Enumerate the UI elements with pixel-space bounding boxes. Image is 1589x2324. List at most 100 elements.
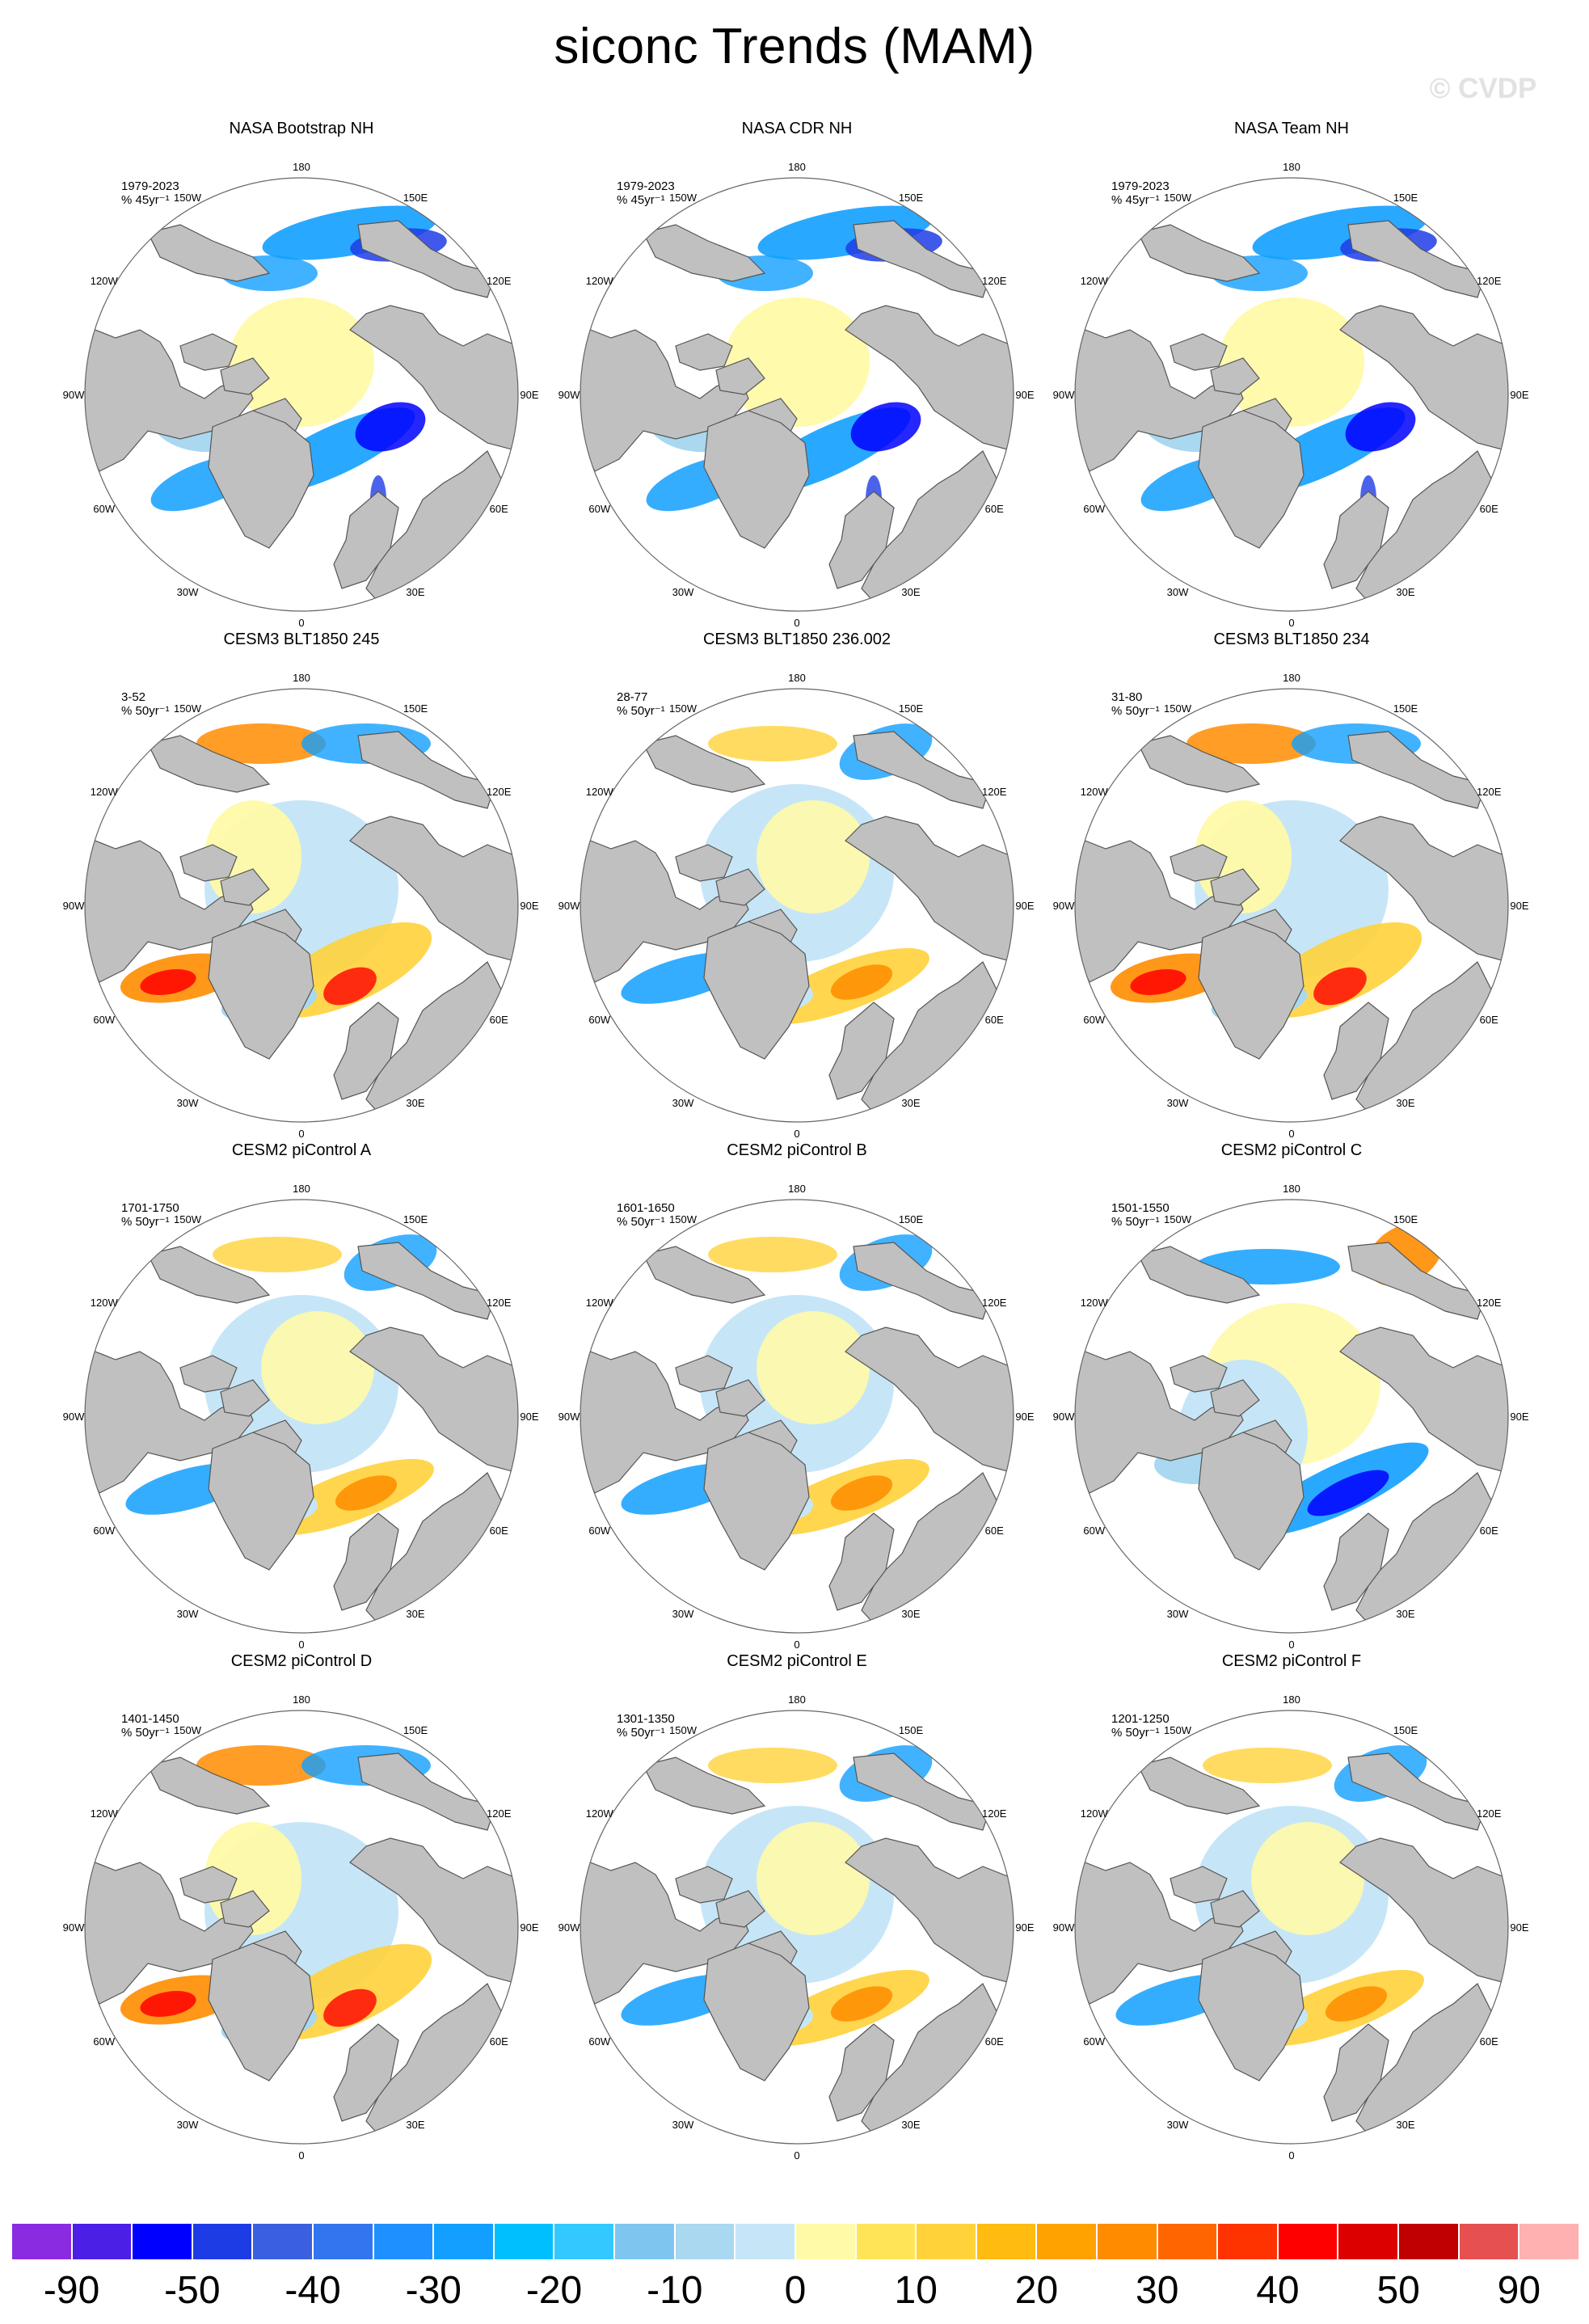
- longitude-label: 150E: [899, 1724, 924, 1736]
- colorbar-box: [1217, 2223, 1278, 2260]
- panel-title: CESM2 piControl F: [1221, 1652, 1362, 1670]
- land-mass: [1339, 1837, 1508, 1984]
- panel-period-units: 1701-1750% 50yr⁻¹: [121, 1201, 179, 1229]
- land-mass: [1210, 357, 1260, 395]
- longitude-label: 120E: [1477, 275, 1502, 287]
- longitude-label: 30W: [672, 1608, 694, 1620]
- land-mass: [675, 844, 733, 882]
- longitude-label: 30E: [406, 2119, 424, 2131]
- land-mass: [208, 410, 314, 549]
- longitude-label: 120E: [1477, 786, 1502, 798]
- panel-period-units: 31-80% 50yr⁻¹: [1111, 690, 1160, 718]
- longitude-label: 30E: [1396, 1608, 1414, 1620]
- longitude-label: 90W: [1053, 1411, 1075, 1423]
- trend-area: [1203, 1748, 1332, 1783]
- longitude-label: 180: [1283, 1693, 1300, 1706]
- land-mass: [853, 1752, 992, 1831]
- panel-period: 1301-1350: [617, 1712, 675, 1726]
- polar-map: 180 150E 120E 90E 60E 30E 0 30W 60W 90W 120W 150W: [558, 1693, 1035, 2162]
- colorbar-box: [11, 2223, 72, 2260]
- longitude-label: 60E: [1480, 1014, 1498, 1026]
- trend-area: [724, 297, 870, 427]
- longitude-label: 60W: [93, 1525, 115, 1537]
- land-mass: [853, 1242, 992, 1320]
- panel-units: % 50yr⁻¹: [121, 1215, 170, 1229]
- land-mass: [1339, 816, 1508, 963]
- panel-period-units: 1201-1250% 50yr⁻¹: [1111, 1712, 1170, 1740]
- colorbar-box: [976, 2223, 1037, 2260]
- longitude-label: 60E: [490, 1525, 508, 1537]
- longitude-label: 30W: [1167, 2119, 1189, 2131]
- map-boundary: [1074, 688, 1509, 1123]
- panel-units: % 45yr⁻¹: [1111, 193, 1160, 207]
- longitude-label: 30E: [406, 586, 424, 598]
- panel-title: CESM2 piControl B: [727, 1141, 867, 1159]
- longitude-label: 0: [794, 2149, 799, 2162]
- longitude-label: 150W: [174, 1213, 202, 1225]
- panel-period: 1979-2023: [617, 179, 675, 193]
- longitude-label: 30W: [177, 1097, 199, 1109]
- longitude-label: 150W: [669, 1724, 698, 1736]
- trend-area: [1345, 402, 1416, 452]
- panel-title: NASA Bootstrap NH: [229, 120, 374, 137]
- colorbar-labels: -90 -50 -40 -30 -20 -10 0 10 20 30 40 50 90: [11, 2268, 1579, 2317]
- panel-title: CESM2 piControl D: [230, 1652, 373, 1670]
- longitude-label: 0: [298, 1639, 304, 1651]
- panel-title: CESM3 BLT1850 245: [223, 631, 380, 648]
- panel-units: % 50yr⁻¹: [121, 1726, 170, 1740]
- longitude-label: 180: [788, 672, 806, 684]
- longitude-label: 30W: [1167, 1608, 1189, 1620]
- polar-map: 180 150E 120E 90E 60E 30E 0 30W 60W 90W 120W 150W: [1053, 1183, 1529, 1651]
- land-mass: [349, 1326, 518, 1474]
- longitude-label: 90E: [1015, 900, 1034, 912]
- longitude-label: 30W: [672, 2119, 694, 2131]
- land-mass: [1170, 333, 1228, 371]
- longitude-label: 120W: [1081, 1297, 1109, 1309]
- colorbar-box: [1519, 2223, 1579, 2260]
- land-mass: [208, 1942, 314, 2081]
- colorbar-box: [1398, 2223, 1459, 2260]
- longitude-label: 60W: [1083, 1525, 1105, 1537]
- longitude-label: 60W: [588, 1014, 610, 1026]
- colorbar: [11, 2223, 1579, 2260]
- longitude-label: 90E: [1510, 1921, 1528, 1934]
- trend-area: [323, 967, 377, 1006]
- longitude-label: 180: [1283, 1183, 1300, 1195]
- longitude-label: 30E: [1396, 586, 1414, 598]
- panel-title: CESM2 piControl C: [1220, 1141, 1363, 1159]
- land-mass: [1137, 1246, 1261, 1304]
- longitude-label: 60E: [1480, 2035, 1498, 2048]
- land-mass: [147, 735, 271, 793]
- trend-area: [229, 297, 374, 427]
- longitude-label: 120W: [91, 1297, 119, 1309]
- land-mass: [845, 1326, 1014, 1474]
- longitude-label: 60W: [588, 503, 610, 515]
- longitude-label: 90E: [1015, 1921, 1034, 1934]
- longitude-label: 120E: [982, 1297, 1007, 1309]
- land-mass: [703, 410, 810, 549]
- colorbar-box: [71, 2223, 133, 2260]
- colorbar-box: [1157, 2223, 1218, 2260]
- panel-period: 31-80: [1111, 690, 1143, 704]
- longitude-label: 120E: [1477, 1807, 1502, 1820]
- trend-area: [140, 1991, 196, 2017]
- panel-period: 1979-2023: [121, 179, 179, 193]
- longitude-label: 150E: [1393, 1213, 1418, 1225]
- land-mass: [179, 333, 238, 371]
- panel-period-units: 1301-1350% 50yr⁻¹: [617, 1712, 675, 1740]
- longitude-label: 60E: [985, 1014, 1004, 1026]
- longitude-label: 60W: [93, 2035, 115, 2048]
- panel-units: % 50yr⁻¹: [617, 1726, 665, 1740]
- land-mass: [1323, 1002, 1389, 1100]
- panel-period: 1601-1650: [617, 1201, 675, 1215]
- map-boundary: [1074, 177, 1509, 612]
- longitude-label: 30E: [901, 586, 920, 598]
- land-mass: [1198, 921, 1304, 1060]
- land-mass: [179, 1866, 238, 1904]
- land-mass: [643, 1246, 766, 1304]
- map-panel: CESM3 BLT1850 245 3-52% 50yr⁻¹ 180 150E 120E…: [36, 631, 567, 1141]
- panel-grid: NASA Bootstrap NH 1979-2023% 45yr⁻¹ 180 150…: [36, 120, 1529, 2162]
- polar-map: 180 150E 120E 90E 60E 30E 0 30W 60W 90W 120W 150W: [558, 672, 1035, 1140]
- panel-period-units: 1979-2023% 45yr⁻¹: [617, 179, 675, 207]
- land-mass: [828, 1512, 895, 1611]
